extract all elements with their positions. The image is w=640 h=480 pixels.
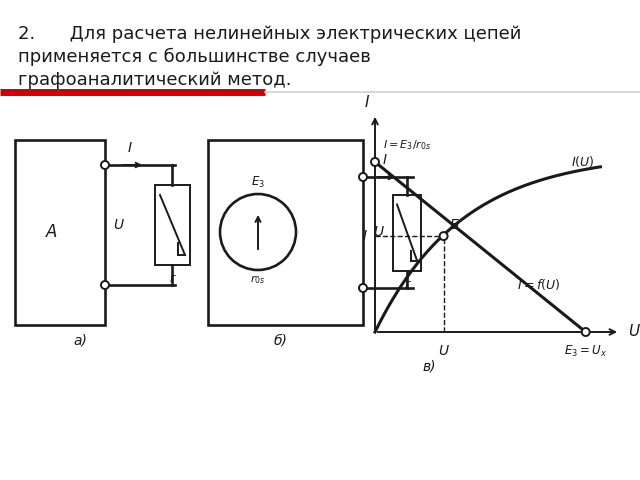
Text: 2.      Для расчета нелинейных электрических цепей: 2. Для расчета нелинейных электрических …: [18, 25, 522, 43]
Text: б): б): [273, 333, 287, 347]
Text: A: A: [46, 223, 58, 241]
Text: $E_3$: $E_3$: [251, 175, 265, 190]
Text: $I=E_3/r_{0s}$: $I=E_3/r_{0s}$: [383, 138, 431, 152]
Circle shape: [359, 173, 367, 181]
Text: $r_{0s}$: $r_{0s}$: [250, 273, 266, 286]
Text: I: I: [128, 141, 132, 155]
Text: $E_3=U_x$: $E_3=U_x$: [564, 344, 607, 359]
Text: U: U: [373, 226, 383, 240]
Text: применяется с большинстве случаев: применяется с большинстве случаев: [18, 48, 371, 66]
Text: $I=f(U)$: $I=f(U)$: [517, 276, 561, 291]
Text: в): в): [422, 360, 436, 374]
Text: U: U: [438, 344, 449, 358]
Bar: [155, 185, 190, 265]
Circle shape: [582, 328, 589, 336]
Text: $I(U)$: $I(U)$: [571, 155, 595, 169]
Bar: [393, 194, 421, 271]
Circle shape: [440, 232, 447, 240]
Text: I: I: [363, 229, 367, 243]
Text: а): а): [73, 333, 87, 347]
Text: Б: Б: [450, 218, 459, 232]
Circle shape: [371, 158, 379, 166]
Text: I: I: [365, 95, 369, 110]
Circle shape: [101, 281, 109, 289]
Text: U: U: [628, 324, 639, 339]
Text: r: r: [170, 272, 175, 285]
Bar: [15, 140, 105, 325]
Text: r: r: [404, 278, 410, 291]
Circle shape: [101, 161, 109, 169]
Text: U: U: [113, 218, 123, 232]
Text: I: I: [383, 153, 387, 167]
Bar: [208, 140, 363, 325]
Text: графоаналитический метод.: графоаналитический метод.: [18, 71, 291, 89]
Circle shape: [359, 284, 367, 292]
